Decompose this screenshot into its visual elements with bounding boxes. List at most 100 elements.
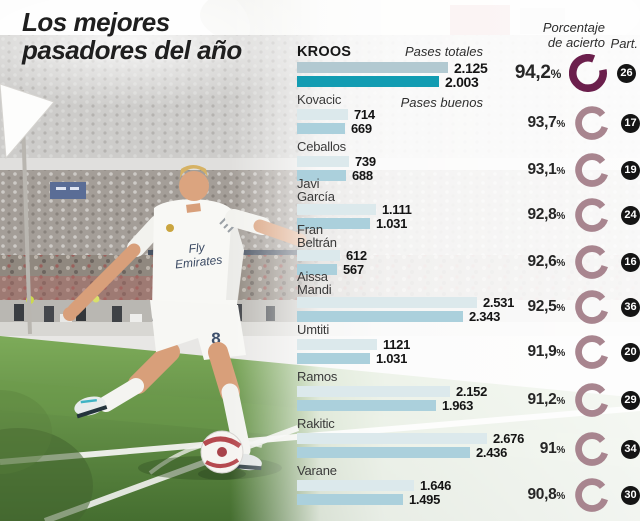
player-name: Aissa Mandi <box>297 269 332 297</box>
accuracy-group: 91,2% 29 <box>475 383 640 417</box>
appearances-badge: 29 <box>621 390 640 410</box>
good-passes-bar <box>297 123 345 134</box>
total-passes-value: 2.676 <box>493 431 525 446</box>
total-passes-value: 1.111 <box>382 202 412 217</box>
player-name: Kovacic <box>297 92 342 107</box>
club-crest <box>166 224 174 232</box>
player-row: Aissa Mandi 2.531 2.343 92,5% 36 <box>285 269 640 325</box>
accuracy-group: 93,7% 17 <box>475 106 640 140</box>
percent-sign: % <box>556 396 565 407</box>
percent-sign: % <box>556 258 565 269</box>
total-passes-value: 2.152 <box>456 384 488 399</box>
player-row: Varane 1.646 1.495 90,8% 30 <box>285 463 640 512</box>
accuracy-value: 93,1% <box>527 161 565 178</box>
good-passes-value: 2.003 <box>445 73 479 90</box>
good-passes-bar <box>297 353 370 364</box>
appearances-badge: 36 <box>621 297 640 317</box>
good-passes-value: 669 <box>351 121 372 136</box>
good-passes-bar <box>297 76 439 87</box>
title-line2: pasadores del año <box>22 35 242 65</box>
appearances-badge: 17 <box>621 113 640 133</box>
total-passes-value: 2.531 <box>483 295 515 310</box>
accuracy-ring-icon <box>575 335 608 369</box>
good-passes-bar <box>297 264 337 275</box>
accuracy-group: 92,5% 36 <box>475 290 640 324</box>
accuracy-group: 91% 34 <box>475 432 640 466</box>
page-title: Los mejores pasadores del año <box>22 8 242 64</box>
player-name: Fran Beltrán <box>297 222 337 250</box>
player-row: Rakitic 2.676 2.436 91% 34 <box>285 416 640 466</box>
good-passes-bar <box>297 218 370 229</box>
header-porcentaje: Porcentaje de acierto <box>542 20 605 50</box>
player-row: Fran Beltrán 612 567 92,6% 16 <box>285 222 640 279</box>
total-passes-bar <box>297 109 348 120</box>
accuracy-ring-icon <box>575 432 608 466</box>
accuracy-group: 92,8% 24 <box>475 198 640 232</box>
accuracy-value: 91,9% <box>527 343 565 360</box>
good-passes-value: 2.343 <box>469 309 501 324</box>
title-line1: Los mejores <box>22 7 170 37</box>
accuracy-value: 92,8% <box>527 206 565 223</box>
shirt-sponsor-line1: Fly <box>188 240 206 256</box>
accuracy-group: 94,2% 26 <box>475 54 640 92</box>
appearances-badge: 30 <box>621 485 640 505</box>
accuracy-ring-icon <box>575 383 608 417</box>
good-passes-value: 1.963 <box>442 398 474 413</box>
total-passes-bar <box>297 204 376 215</box>
percent-sign: % <box>556 119 565 130</box>
accuracy-value: 92,5% <box>527 298 565 315</box>
good-passes-value: 1.031 <box>376 351 408 366</box>
percent-sign: % <box>556 166 565 177</box>
total-passes-bar <box>297 156 349 167</box>
accuracy-group: 91,9% 20 <box>475 335 640 369</box>
appearances-badge: 20 <box>621 342 640 362</box>
good-passes-bar <box>297 494 403 505</box>
good-passes-bar <box>297 311 463 322</box>
good-passes-value: 2.436 <box>476 445 508 460</box>
accuracy-value: 90,8% <box>527 486 565 503</box>
player-row: Ramos 2.152 1.963 91,2% 29 <box>285 369 640 417</box>
player-name: KROOS <box>297 44 352 60</box>
player-row: Ceballos 739 688 93,1% 19 <box>285 140 640 187</box>
good-passes-value: 1.495 <box>409 492 441 507</box>
player-name: Rakitic <box>297 416 335 431</box>
accuracy-ring-icon <box>575 198 608 232</box>
appearances-badge: 26 <box>617 63 636 83</box>
header-pases-buenos: Pases buenos <box>400 95 483 110</box>
good-passes-value: 567 <box>343 262 364 277</box>
scoreboard <box>50 182 86 199</box>
player-name: Ramos <box>297 369 338 384</box>
accuracy-ring-icon <box>575 106 608 140</box>
accuracy-value: 93,7% <box>527 114 565 131</box>
player-name: Varane <box>297 463 337 478</box>
appearances-badge: 34 <box>621 439 640 459</box>
accuracy-value: 94,2% <box>514 62 562 83</box>
total-passes-bar <box>297 386 450 397</box>
percent-sign: % <box>550 67 562 81</box>
percent-sign: % <box>556 445 565 456</box>
accuracy-ring-icon <box>575 478 608 512</box>
percent-sign: % <box>556 491 565 502</box>
appearances-badge: 16 <box>621 252 640 272</box>
accuracy-group: 93,1% 19 <box>475 153 640 187</box>
player-row: Kovacic 714 669 93,7% 17 <box>285 92 640 140</box>
accuracy-value: 92,6% <box>527 253 565 270</box>
total-passes-value: 612 <box>346 248 367 263</box>
good-passes-value: 688 <box>352 168 373 183</box>
accuracy-group: 90,8% 30 <box>475 478 640 512</box>
total-passes-value: 1121 <box>383 337 411 352</box>
header-part: Part. <box>610 36 638 51</box>
good-passes-bar <box>297 400 436 411</box>
good-passes-bar <box>297 170 346 181</box>
total-passes-bar <box>297 433 487 444</box>
good-passes-bar <box>297 447 470 458</box>
total-passes-bar <box>297 250 340 261</box>
player-name: Javi García <box>297 176 335 204</box>
total-passes-value: 739 <box>355 154 376 169</box>
accuracy-value: 91% <box>539 440 566 457</box>
good-passes-value: 1.031 <box>376 216 408 231</box>
accuracy-group: 92,6% 16 <box>475 245 640 279</box>
total-passes-bar <box>297 62 448 73</box>
total-passes-value: 1.646 <box>420 478 452 493</box>
